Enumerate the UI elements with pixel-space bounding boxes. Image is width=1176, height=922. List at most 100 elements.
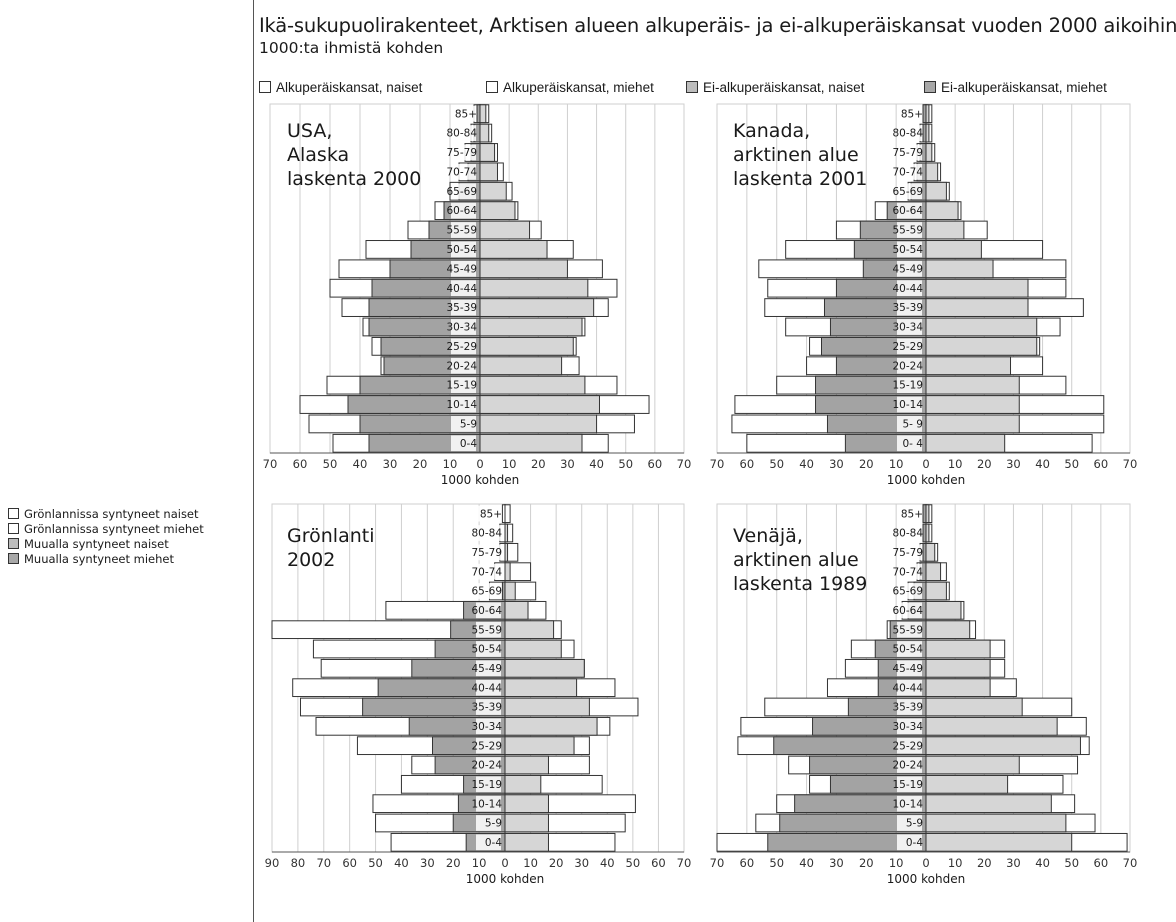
x-tick-label: 40 (1035, 856, 1050, 870)
age-label-bg (451, 280, 476, 297)
bar-right-non-indigenous (925, 794, 1052, 814)
panel-title-line: Grönlanti (287, 525, 374, 547)
x-tick-label: 30 (829, 457, 844, 471)
bar-right-non-indigenous (925, 813, 1067, 833)
bar-right-non-indigenous (479, 181, 507, 201)
age-label-bg (897, 834, 922, 851)
age-label-bg (476, 602, 501, 619)
bar-right-non-indigenous (925, 755, 1020, 775)
age-group-label: 50-54 (471, 644, 502, 656)
age-group-label: 40-44 (446, 283, 477, 295)
bar-right-non-indigenous (479, 278, 589, 298)
bar-right-non-indigenous (925, 278, 1029, 298)
x-tick-label: 30 (574, 856, 589, 870)
page-left-border (253, 0, 254, 922)
bar-right-non-indigenous (504, 562, 511, 582)
age-label-bg (476, 757, 501, 773)
age-label-bg (476, 679, 501, 696)
bar-right-non-indigenous (925, 395, 1020, 414)
x-tick-label: 10 (472, 856, 487, 870)
age-label-bg (451, 183, 476, 200)
age-label-bg (451, 202, 476, 219)
legend-swatch (8, 508, 19, 519)
age-group-label: 50-54 (446, 244, 477, 256)
x-tick-label: 50 (1064, 856, 1079, 870)
x-tick-label: 70 (316, 856, 331, 870)
bar-right-non-indigenous (504, 620, 555, 640)
x-tick-label: 0 (922, 856, 929, 870)
age-label-bg (897, 776, 922, 793)
age-group-label: 0-4 (906, 837, 923, 849)
age-group-label: 60-64 (892, 205, 923, 217)
age-label-bg (897, 105, 922, 122)
bar-right-non-indigenous (504, 658, 585, 678)
x-tick-label: 50 (618, 457, 633, 471)
bar-right-non-indigenous (504, 736, 575, 756)
x-tick-label: 40 (589, 457, 604, 471)
x-tick-label: 30 (420, 856, 435, 870)
x-tick-label: 40 (353, 457, 368, 471)
age-label-bg (897, 222, 922, 238)
bar-right-non-indigenous (925, 433, 1006, 453)
bar-right-non-indigenous (479, 356, 563, 376)
panel-title-line: arktinen alue (733, 549, 859, 571)
bar-right-non-indigenous (925, 678, 991, 698)
age-label-bg (451, 125, 476, 141)
age-label-bg (476, 563, 501, 580)
age-group-label: 30-34 (892, 721, 923, 733)
bar-right-non-indigenous (925, 414, 1020, 434)
x-tick-label: 20 (413, 457, 428, 471)
age-group-label: 5-9 (460, 419, 477, 431)
bar-right-non-indigenous (925, 697, 1023, 717)
age-group-label: 5- 9 (903, 419, 924, 431)
legend-swatch (8, 553, 19, 564)
age-group-label: 10-14 (446, 399, 477, 411)
age-label-bg (897, 144, 922, 161)
age-group-label: 40-44 (892, 283, 923, 295)
x-axis-title: 1000 kohden (441, 473, 519, 487)
bar-right-non-indigenous (479, 336, 574, 356)
bar-right-non-indigenous (479, 317, 583, 337)
age-group-label: 20-24 (471, 760, 502, 772)
legend-label: Ei-alkuperäiskansat, naiset (703, 80, 865, 95)
bar-right-non-indigenous (925, 220, 965, 240)
age-label-bg (476, 641, 501, 657)
age-group-label: 45-49 (471, 663, 502, 675)
age-label-bg (897, 679, 922, 696)
bar-right-non-indigenous (479, 123, 490, 143)
x-tick-label: 20 (531, 457, 546, 471)
age-group-label: 20-24 (892, 760, 923, 772)
bar-right-non-indigenous (925, 298, 1029, 317)
age-group-label: 80-84 (892, 128, 923, 140)
legend-label: Ei-alkuperäiskansat, miehet (941, 80, 1107, 95)
x-tick-label: 20 (977, 856, 992, 870)
x-tick-label: 60 (293, 457, 308, 471)
x-tick-label: 20 (549, 856, 564, 870)
age-group-label: 20-24 (892, 360, 923, 372)
bar-right-non-indigenous (479, 162, 498, 182)
bar-right-non-indigenous (479, 433, 583, 453)
x-tick-label: 20 (977, 457, 992, 471)
age-group-label: 85+ (901, 108, 923, 120)
age-label-bg (897, 357, 922, 374)
legend-swatch (259, 81, 271, 93)
bar-right-non-indigenous (479, 220, 531, 240)
bar-right-non-indigenous (479, 414, 598, 434)
age-group-label: 5-9 (485, 818, 502, 830)
legend-swatch (924, 81, 936, 93)
x-tick-label: 30 (1006, 856, 1021, 870)
bar-right-non-indigenous (504, 581, 516, 601)
panel-title-line: USA, (287, 120, 332, 142)
legend-item-non-indigenous-men: Ei-alkuperäiskansat, miehet (924, 80, 1107, 95)
age-group-label: 65-69 (446, 186, 477, 198)
age-group-label: 80-84 (471, 528, 502, 540)
x-tick-label: 40 (394, 856, 409, 870)
age-label-bg (897, 338, 922, 355)
age-label-bg (897, 396, 922, 413)
bar-right-non-indigenous (504, 755, 549, 775)
age-group-label: 20-24 (446, 360, 477, 372)
bar-right-non-indigenous (925, 375, 1020, 395)
age-group-label: 30-34 (446, 322, 477, 334)
age-group-label: 55-59 (446, 225, 477, 237)
x-tick-label: 70 (677, 856, 692, 870)
